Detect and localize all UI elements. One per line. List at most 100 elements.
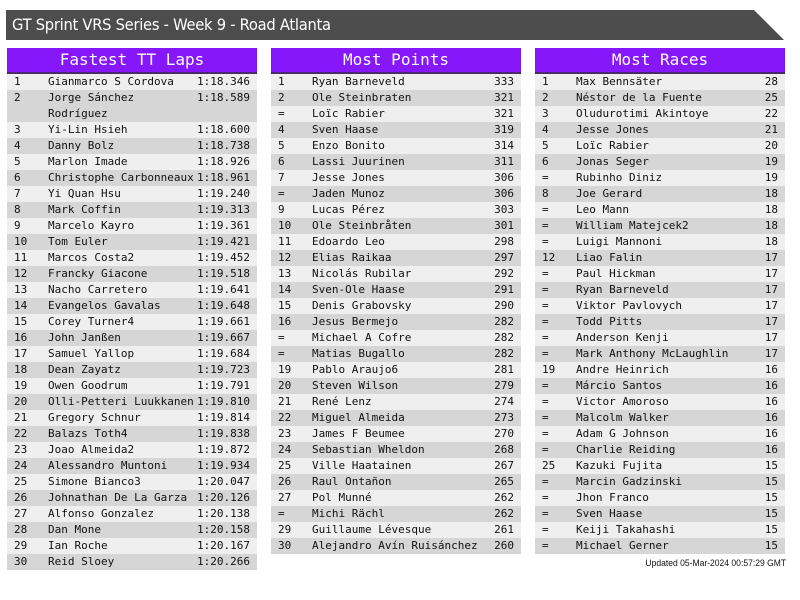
row-rank: =	[542, 411, 549, 424]
row-name: Jesus Bermejo	[312, 315, 399, 328]
row-value: 292	[494, 267, 514, 280]
row-rank: =	[542, 523, 549, 536]
row-value: 1:19.641	[197, 283, 250, 296]
table-row: = Loïc Rabier 321	[271, 106, 521, 122]
row-value: 1:19.361	[197, 219, 250, 232]
table-row: 19 Pablo Araujo6 281	[271, 362, 521, 378]
row-name: Andre Heinrich	[576, 363, 669, 376]
row-name: Tom Euler	[48, 235, 108, 248]
row-name: Denis Grabovsky	[312, 299, 412, 312]
row-value: 1:19.814	[197, 411, 250, 424]
row-value: 1:18.346	[197, 75, 250, 88]
table-row: 16 John Janßen 1:19.667	[7, 330, 257, 346]
row-rank: 21	[278, 395, 292, 408]
row-name: Charlie Reiding	[576, 443, 676, 456]
row-value: 262	[494, 507, 514, 520]
row-value: 1:20.138	[197, 507, 250, 520]
row-rank: 19	[14, 379, 28, 392]
row-rank: 25	[542, 459, 556, 472]
row-rank: 6	[278, 155, 285, 168]
row-rank: 7	[278, 171, 285, 184]
table-row: 12 Liao Falin 17	[535, 250, 785, 266]
row-name: Marcin Gadzinski	[576, 475, 682, 488]
table-row: 2 Jorge Sánchez Rodríguez 1:18.589	[7, 90, 257, 122]
row-rank: =	[542, 507, 549, 520]
row-name: Ville Haatainen	[312, 459, 412, 472]
row-value: 321	[494, 91, 514, 104]
row-name: Pol Munné	[312, 491, 372, 504]
row-name: Lucas Pérez	[312, 203, 385, 216]
row-value: 1:18.738	[197, 139, 250, 152]
row-rank: 20	[278, 379, 292, 392]
row-name: Guillaume Lévesque	[312, 523, 432, 536]
row-name: Marlon Imade	[48, 155, 128, 168]
row-name: Lassi Juurinen	[312, 155, 405, 168]
row-name: Rubinho Diniz	[576, 171, 663, 184]
table-row: 10 Ole Steinbråten 301	[271, 218, 521, 234]
row-rank: =	[542, 171, 549, 184]
row-value: 17	[764, 347, 778, 360]
table-row: = Jhon Franco 15	[535, 490, 785, 506]
row-rank: 2	[542, 91, 549, 104]
row-rank: =	[278, 331, 285, 344]
row-rank: =	[542, 331, 549, 344]
row-name: Anderson Kenji	[576, 331, 669, 344]
row-name: Ryan Barneveld	[576, 283, 669, 296]
row-rank: 6	[14, 171, 21, 184]
table-row: 16 Jesus Bermejo 282	[271, 314, 521, 330]
row-value: 16	[764, 363, 778, 376]
row-value: 1:18.589	[197, 91, 250, 104]
row-name: Samuel Yallop	[48, 347, 135, 360]
row-name: Owen Goodrum	[48, 379, 128, 392]
row-name: Nicolás Rubilar	[312, 267, 412, 280]
row-rank: 28	[14, 523, 28, 536]
table-row: 12 Elias Raikaa 297	[271, 250, 521, 266]
table-row: 21 René Lenz 274	[271, 394, 521, 410]
row-value: 20	[764, 139, 778, 152]
row-rank: 5	[542, 139, 549, 152]
row-name: John Janßen	[48, 331, 121, 344]
row-rank: 25	[278, 459, 292, 472]
table-row: 1 Max Bennsäter 28	[535, 74, 785, 90]
table-row: 13 Nicolás Rubilar 292	[271, 266, 521, 282]
row-name: Viktor Pavlovych	[576, 299, 682, 312]
row-name: Alejandro Avín Ruisánchez	[312, 539, 478, 552]
table-row: 3 Oludurotimi Akintoye 22	[535, 106, 785, 122]
table-row: 20 Olli-Petteri Luukkanen 1:19.810	[7, 394, 257, 410]
table-row: 19 Andre Heinrich 16	[535, 362, 785, 378]
panel-most-points: Most Points 1 Ryan Barneveld 333 2 Ole Stein…	[271, 48, 521, 554]
row-name: Sven-Ole Haase	[312, 283, 405, 296]
row-name: Néstor de la Fuente	[576, 91, 702, 104]
table-row: 30 Alejandro Avín Ruisánchez 260	[271, 538, 521, 554]
panel-title: Most Points	[271, 48, 521, 74]
table-row: 15 Denis Grabovsky 290	[271, 298, 521, 314]
table-row: 7 Yi Quan Hsu 1:19.240	[7, 186, 257, 202]
leaderboard-list: 1 Max Bennsäter 28 2 Néstor de la Fuente 25 3 O…	[535, 74, 785, 554]
row-rank: =	[278, 507, 285, 520]
row-value: 273	[494, 411, 514, 424]
table-row: = Luigi Mannoni 18	[535, 234, 785, 250]
row-rank: 3	[542, 107, 549, 120]
table-row: 27 Pol Munné 262	[271, 490, 521, 506]
row-name: Malcolm Walker	[576, 411, 669, 424]
row-name: Ian Roche	[48, 539, 108, 552]
row-rank: =	[542, 491, 549, 504]
row-value: 319	[494, 123, 514, 136]
table-row: 11 Marcos Costa2 1:19.452	[7, 250, 257, 266]
row-name: Michi Rächl	[312, 507, 385, 520]
row-name: Edoardo Leo	[312, 235, 385, 248]
leaderboard-list: 1 Gianmarco S Cordova 1:18.346 2 Jorge Sánch…	[7, 74, 257, 570]
row-rank: 18	[14, 363, 28, 376]
row-rank: 21	[14, 411, 28, 424]
row-rank: 17	[14, 347, 28, 360]
row-name: Loïc Rabier	[576, 139, 649, 152]
row-value: 15	[764, 539, 778, 552]
row-name: Michael A Cofre	[312, 331, 412, 344]
table-row: 3 Yi-Lin Hsieh 1:18.600	[7, 122, 257, 138]
row-value: 282	[494, 331, 514, 344]
row-rank: =	[542, 427, 549, 440]
row-rank: =	[542, 203, 549, 216]
row-value: 15	[764, 459, 778, 472]
row-value: 1:19.810	[197, 395, 250, 408]
row-rank: 26	[278, 475, 292, 488]
